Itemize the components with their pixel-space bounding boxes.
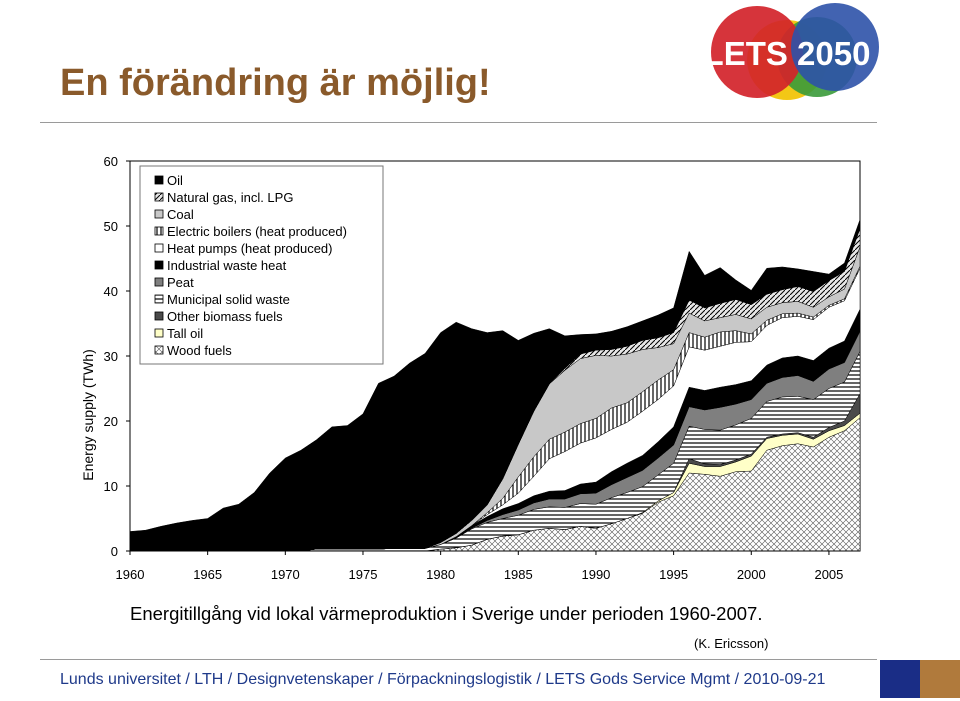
- legend-label: Peat: [167, 275, 194, 290]
- energy-supply-chart: Energy supply (TWh) 0 10 20 30 40 50 60 1960 196…: [80, 154, 861, 582]
- footer-divider: [40, 659, 877, 660]
- logo-circle-red: [711, 6, 803, 98]
- series-area-oil: [129, 219, 861, 552]
- legend-label: Municipal solid waste: [167, 292, 290, 307]
- legend-swatch: [154, 311, 164, 321]
- legend-label: Natural gas, incl. LPG: [167, 190, 293, 205]
- legend-swatch: [154, 226, 164, 236]
- x-tick-label: 1965: [193, 567, 222, 582]
- lets-2050-logo: LETS 2050: [704, 3, 879, 100]
- logo-text: LETS 2050: [704, 35, 871, 72]
- slide-title: En förändring är möjlig!: [60, 62, 491, 104]
- legend-box: [139, 165, 384, 365]
- x-tick-label: 1990: [581, 567, 610, 582]
- y-tick-label: 50: [104, 219, 118, 234]
- legend-swatch: [154, 243, 164, 253]
- legend-label: Other biomass fuels: [167, 309, 283, 324]
- legend-label: Electric boilers (heat produced): [167, 224, 347, 239]
- footer-text: Lunds universitet / LTH / Designvetenska…: [60, 671, 826, 688]
- legend-swatch: [154, 328, 164, 338]
- legend-swatch: [154, 277, 164, 287]
- legend-label: Wood fuels: [167, 343, 232, 358]
- legend-swatch: [154, 175, 164, 185]
- legend-swatch: [154, 345, 164, 355]
- footer-brown-square: [920, 660, 960, 698]
- axes: 0 10 20 30 40 50 60 1960 1965 1970 1975 1980 1985 199…: [104, 154, 860, 582]
- y-tick-label: 0: [111, 544, 118, 559]
- x-tick-label: 1970: [271, 567, 300, 582]
- y-tick-label: 40: [104, 284, 118, 299]
- legend-swatch: [154, 209, 164, 219]
- x-tick-label: 1980: [426, 567, 455, 582]
- title-divider: [40, 122, 877, 123]
- legend-swatch: [154, 192, 164, 202]
- footer-blue-square: [880, 660, 920, 698]
- y-tick-label: 10: [104, 479, 118, 494]
- legend-label: Heat pumps (heat produced): [167, 241, 332, 256]
- x-tick-label: 2000: [737, 567, 766, 582]
- x-tick-label: 1975: [349, 567, 378, 582]
- logo-circle-blue: [791, 3, 879, 91]
- chart-credit: (K. Ericsson): [694, 636, 769, 651]
- x-tick-label: 1985: [504, 567, 533, 582]
- x-tick-label: 2005: [814, 567, 843, 582]
- x-tick-label: 1995: [659, 567, 688, 582]
- legend-label: Coal: [167, 207, 194, 222]
- y-tick-label: 20: [104, 414, 118, 429]
- y-tick-label: 60: [104, 154, 118, 169]
- y-axis-label: Energy supply (TWh): [80, 349, 96, 480]
- legend-swatch: [154, 260, 164, 270]
- chart-caption: Energitillgång vid lokal värmeproduktion…: [130, 603, 763, 624]
- legend-swatch: [154, 294, 164, 304]
- y-tick-label: 30: [104, 349, 118, 364]
- x-tick-label: 1960: [116, 567, 145, 582]
- legend-label: Oil: [167, 173, 183, 188]
- legend-label: Industrial waste heat: [167, 258, 287, 273]
- legend-label: Tall oil: [167, 326, 203, 341]
- legend: Oil Natural gas, incl. LPG Coal Electric bo…: [139, 165, 384, 365]
